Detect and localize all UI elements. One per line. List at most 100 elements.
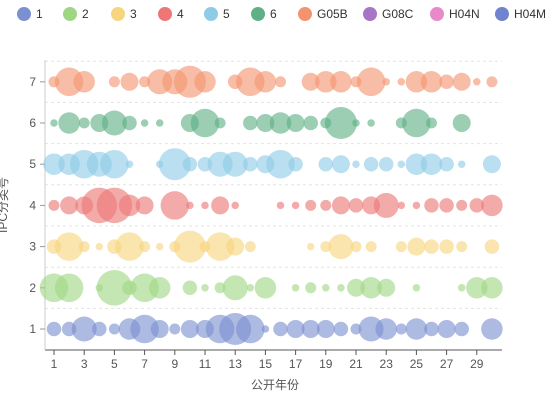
legend-marker-5[interactable] <box>204 7 218 21</box>
bubble-point[interactable] <box>439 74 454 90</box>
bubble-point[interactable] <box>261 325 270 333</box>
bubble-point[interactable] <box>194 71 216 93</box>
bubble-point[interactable] <box>140 119 149 127</box>
bubble-point[interactable] <box>286 114 305 132</box>
bubble-point[interactable] <box>473 78 481 86</box>
bubble-point[interactable] <box>78 117 90 129</box>
bubble-point[interactable] <box>73 71 95 93</box>
legend-marker-h04m[interactable] <box>495 7 509 21</box>
bubble-point[interactable] <box>439 156 454 172</box>
bubble-point[interactable] <box>214 117 226 129</box>
legend-marker-1[interactable] <box>17 7 31 21</box>
bubble-point[interactable] <box>424 239 439 254</box>
bubble-point[interactable] <box>182 156 198 172</box>
legend-label-h04n[interactable]: H04N <box>449 7 480 21</box>
bubble-point[interactable] <box>256 114 275 132</box>
bubble-point[interactable] <box>466 277 488 299</box>
bubble-point[interactable] <box>301 72 320 91</box>
bubble-point[interactable] <box>275 76 286 88</box>
bubble-point[interactable] <box>160 191 190 220</box>
bubble-point[interactable] <box>358 316 384 342</box>
legend-marker-2[interactable] <box>63 7 77 21</box>
bubble-point[interactable] <box>96 187 133 224</box>
bubble-point[interactable] <box>337 284 345 292</box>
bubble-point[interactable] <box>331 196 350 215</box>
bubble-point[interactable] <box>330 71 352 93</box>
bubble-point[interactable] <box>101 110 127 136</box>
bubble-point[interactable] <box>158 148 191 181</box>
bubble-point[interactable] <box>201 284 209 292</box>
bubble-point[interactable] <box>305 199 317 211</box>
bubble-point[interactable] <box>412 201 421 210</box>
bubble-point[interactable] <box>350 241 362 253</box>
bubble-point[interactable] <box>96 270 133 306</box>
bubble-point[interactable] <box>231 201 239 210</box>
bubble-point[interactable] <box>46 321 62 337</box>
bubble-point[interactable] <box>50 119 58 127</box>
bubble-point[interactable] <box>148 277 171 299</box>
bubble-point[interactable] <box>305 282 317 294</box>
bubble-point[interactable] <box>286 320 305 338</box>
bubble-point[interactable] <box>377 278 396 297</box>
bubble-point[interactable] <box>452 114 471 132</box>
bubble-point[interactable] <box>315 71 337 93</box>
legend-label-3[interactable]: 3 <box>130 7 137 21</box>
legend-label-2[interactable]: 2 <box>82 7 89 21</box>
bubble-point[interactable] <box>373 192 399 218</box>
bubble-point[interactable] <box>395 241 407 253</box>
bubble-point[interactable] <box>350 323 362 335</box>
bubble-point[interactable] <box>402 108 431 138</box>
bubble-point[interactable] <box>405 153 428 175</box>
bubble-point[interactable] <box>173 230 206 263</box>
bubble-point[interactable] <box>186 201 194 210</box>
legend-marker-6[interactable] <box>251 7 265 21</box>
bubble-point[interactable] <box>481 277 503 299</box>
bubble-point[interactable] <box>201 201 209 210</box>
bubble-point[interactable] <box>246 284 255 292</box>
bubble-point[interactable] <box>273 321 288 337</box>
bubble-point[interactable] <box>316 320 335 338</box>
bubble-point[interactable] <box>269 112 292 134</box>
bubble-point[interactable] <box>155 119 164 127</box>
bubble-point[interactable] <box>424 198 439 213</box>
bubble-point[interactable] <box>243 115 258 131</box>
bubble-point[interactable] <box>122 115 137 131</box>
bubble-point[interactable] <box>48 199 60 211</box>
bubble-point[interactable] <box>412 284 421 292</box>
legend-label-1[interactable]: 1 <box>36 7 43 21</box>
bubble-point[interactable] <box>130 314 159 344</box>
legend-label-5[interactable]: 5 <box>223 7 230 21</box>
bubble-point[interactable] <box>180 320 199 338</box>
bubble-point[interactable] <box>205 232 235 261</box>
bubble-point[interactable] <box>457 160 466 168</box>
bubble-point[interactable] <box>405 318 428 340</box>
bubble-point[interactable] <box>486 76 498 88</box>
bubble-point[interactable] <box>291 201 300 210</box>
bubble-point[interactable] <box>320 241 332 253</box>
bubble-point[interactable] <box>92 321 107 337</box>
bubble-point[interactable] <box>397 201 406 210</box>
bubble-point[interactable] <box>333 321 349 337</box>
bubble-point[interactable] <box>318 156 334 172</box>
legend-marker-h04n[interactable] <box>430 7 444 21</box>
legend-marker-3[interactable] <box>111 7 125 21</box>
bubble-point[interactable] <box>125 160 134 168</box>
bubble-point[interactable] <box>135 196 154 215</box>
bubble-point[interactable] <box>226 237 245 256</box>
bubble-point[interactable] <box>155 242 164 251</box>
bubble-point[interactable] <box>118 194 141 217</box>
bubble-point[interactable] <box>108 76 120 88</box>
bubble-point[interactable] <box>397 160 406 168</box>
bubble-point[interactable] <box>320 199 332 211</box>
bubble-point[interactable] <box>306 242 315 251</box>
bubble-point[interactable] <box>115 232 144 261</box>
bubble-point[interactable] <box>420 71 443 93</box>
bubble-point[interactable] <box>397 78 406 86</box>
bubble-point[interactable] <box>108 323 120 335</box>
bubble-point[interactable] <box>71 316 97 342</box>
bubble-point[interactable] <box>291 284 300 292</box>
bubble-point[interactable] <box>60 196 79 215</box>
bubble-point[interactable] <box>382 78 390 86</box>
legend-marker-4[interactable] <box>158 7 172 21</box>
bubble-point[interactable] <box>378 156 394 172</box>
